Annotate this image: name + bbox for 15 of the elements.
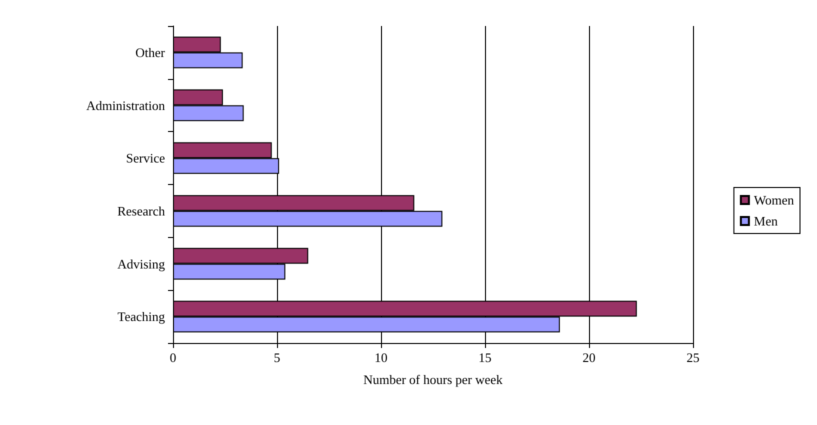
y-tick-label: Teaching [118,309,166,324]
legend-label: Men [754,214,778,228]
y-tick-label: Advising [117,256,166,272]
y-tick-label: Research [117,203,166,218]
x-tick-label: 0 [170,350,176,365]
x-tick-label: 5 [274,350,280,365]
x-tick-label: 15 [478,350,492,365]
y-tick-label: Other [135,44,166,60]
x-tick-label: 20 [582,350,596,365]
x-axis-title: Number of hours per week [363,372,504,387]
legend-label: Women [754,192,794,208]
y-tick-label: Administration [86,98,166,113]
x-tick-label: 25 [686,350,700,365]
y-tick-label: Service [126,150,166,166]
x-tick-label: 10 [374,350,388,365]
